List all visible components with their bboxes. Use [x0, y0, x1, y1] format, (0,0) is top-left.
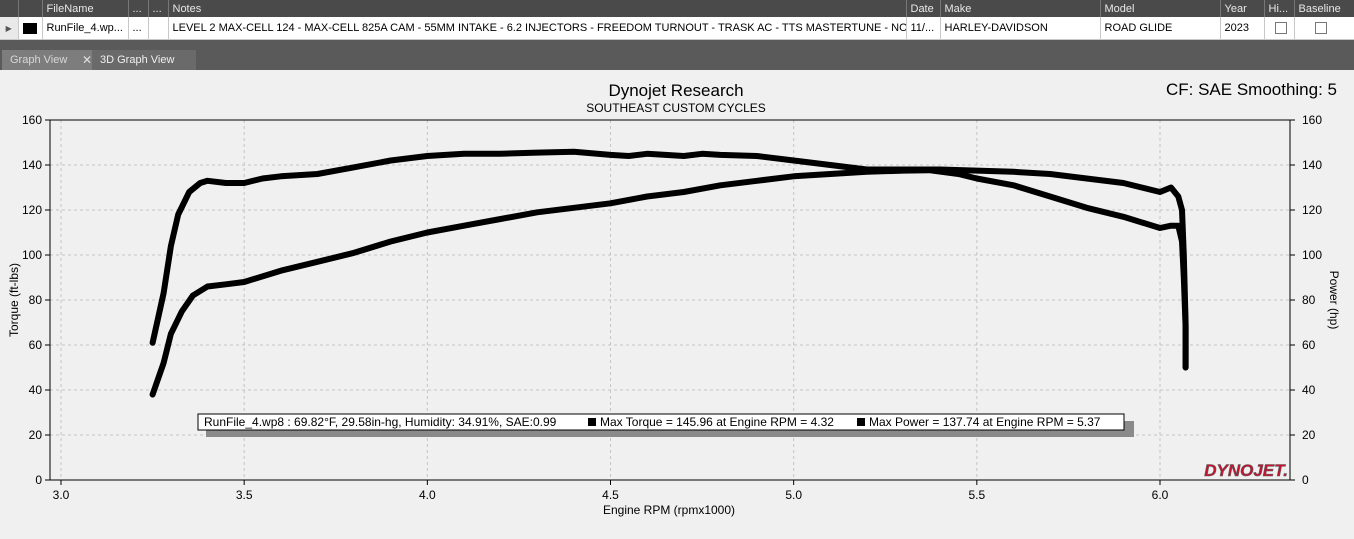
row-selector-arrow-icon[interactable]: ▶: [0, 17, 19, 41]
y-tick-label-left: 160: [22, 113, 42, 127]
cell-model[interactable]: ROAD GLIDE: [1100, 17, 1221, 41]
column-header-make[interactable]: Make: [940, 0, 1101, 18]
run-color-cell[interactable]: [18, 17, 43, 41]
y-tick-label-left: 40: [29, 383, 43, 397]
chart-title: Dynojet Research: [608, 81, 743, 100]
tab-graph-view-label: Graph View: [10, 54, 68, 66]
y-tick-label-right: 0: [1302, 473, 1309, 487]
column-header-2[interactable]: ...: [128, 0, 149, 18]
column-header-date[interactable]: Date: [906, 0, 941, 18]
legend-run-info: RunFile_4.wp8 : 69.82°F, 29.58in-hg, Hum…: [204, 415, 557, 429]
y-tick-label-left: 80: [29, 293, 43, 307]
cell-date[interactable]: 11/...: [906, 17, 941, 41]
cell-col2[interactable]: ...: [128, 17, 149, 41]
x-tick-label: 5.0: [785, 488, 802, 502]
legend-max-torque: Max Torque = 145.96 at Engine RPM = 4.32: [600, 415, 834, 429]
chart-subtitle: SOUTHEAST CUSTOM CYCLES: [586, 101, 766, 115]
y-tick-label-right: 40: [1302, 383, 1316, 397]
cf-smoothing-label: CF: SAE Smoothing: 5: [1166, 80, 1337, 99]
table-header-row: FileName ... ... Notes Date Make Model Y…: [0, 0, 1354, 18]
y-tick-label-left: 0: [35, 473, 42, 487]
column-header-filename[interactable]: FileName: [42, 0, 129, 18]
y-tick-label-right: 160: [1302, 113, 1322, 127]
y-tick-label-left: 100: [22, 248, 42, 262]
close-icon[interactable]: ✕: [81, 53, 92, 67]
row-header-blank: [0, 0, 19, 18]
column-header-baseline[interactable]: Baseline: [1294, 0, 1354, 18]
hide-checkbox[interactable]: [1274, 22, 1287, 35]
x-tick-label: 3.0: [53, 488, 70, 502]
color-swatch: [22, 22, 37, 34]
cell-year[interactable]: 2023: [1220, 17, 1265, 41]
tab-3d-graph-view-label: 3D Graph View: [100, 54, 175, 66]
cell-baseline[interactable]: [1294, 17, 1354, 41]
tab-graph-view[interactable]: Graph View ✕: [2, 50, 96, 70]
legend-torque-marker-icon: [588, 418, 596, 426]
column-header-hide[interactable]: Hi...: [1264, 0, 1295, 18]
dyno-chart: 3.0 3.5 4.0 4.5 5.0 5.5 6.0 0 0 20 20 40 40 60 60 80 80 1…: [7, 80, 1341, 517]
y-axis-label-left: Torque (ft-lbs): [7, 263, 21, 337]
dynojet-logo: DYNOJET.: [1204, 461, 1288, 480]
chart-pane: 3.0 3.5 4.0 4.5 5.0 5.5 6.0 0 0 20 20 40 40 60 60 80 80 1…: [0, 70, 1354, 539]
column-header-model[interactable]: Model: [1100, 0, 1221, 18]
legend-power-marker-icon: [857, 418, 865, 426]
column-header-year[interactable]: Year: [1220, 0, 1265, 18]
column-header-notes[interactable]: Notes: [168, 0, 907, 18]
legend-max-power: Max Power = 137.74 at Engine RPM = 5.37: [869, 415, 1101, 429]
y-tick-label-right: 100: [1302, 248, 1322, 262]
y-tick-label-right: 140: [1302, 158, 1322, 172]
view-tab-bar: Graph View ✕ 3D Graph View: [0, 40, 1354, 70]
x-tick-label: 3.5: [236, 488, 253, 502]
x-tick-label: 4.5: [602, 488, 619, 502]
torque-series-line: [149, 148, 1189, 371]
y-tick-label-right: 120: [1302, 203, 1322, 217]
y-tick-label-right: 80: [1302, 293, 1316, 307]
x-tick-label: 6.0: [1152, 488, 1169, 502]
cell-col3[interactable]: [148, 17, 169, 41]
y-tick-label-left: 140: [22, 158, 42, 172]
y-tick-label-right: 60: [1302, 338, 1316, 352]
baseline-checkbox[interactable]: [1314, 22, 1327, 35]
run-file-table: FileName ... ... Notes Date Make Model Y…: [0, 0, 1354, 41]
tab-3d-graph-view[interactable]: 3D Graph View: [92, 50, 196, 70]
cell-make[interactable]: HARLEY-DAVIDSON: [940, 17, 1101, 41]
cell-notes[interactable]: LEVEL 2 MAX-CELL 124 - MAX-CELL 825A CAM…: [168, 17, 907, 41]
y-tick-label-left: 20: [29, 428, 43, 442]
x-tick-label: 4.0: [419, 488, 436, 502]
color-column-header: [18, 0, 43, 18]
y-tick-label-left: 60: [29, 338, 43, 352]
y-tick-label-left: 120: [22, 203, 42, 217]
x-tick-label: 5.5: [968, 488, 985, 502]
power-series-line: [149, 167, 1189, 398]
x-axis-label: Engine RPM (rpmx1000): [603, 503, 735, 517]
cell-hide[interactable]: [1264, 17, 1295, 41]
column-header-3[interactable]: ...: [148, 0, 169, 18]
legend-box: [197, 413, 1125, 431]
y-axis-label-right: Power (hp): [1327, 271, 1341, 330]
cell-filename[interactable]: RunFile_4.wp...: [42, 17, 129, 41]
table-row[interactable]: ▶ RunFile_4.wp... ... LEVEL 2 MAX-CELL 1…: [0, 17, 1354, 41]
y-tick-label-right: 20: [1302, 428, 1316, 442]
